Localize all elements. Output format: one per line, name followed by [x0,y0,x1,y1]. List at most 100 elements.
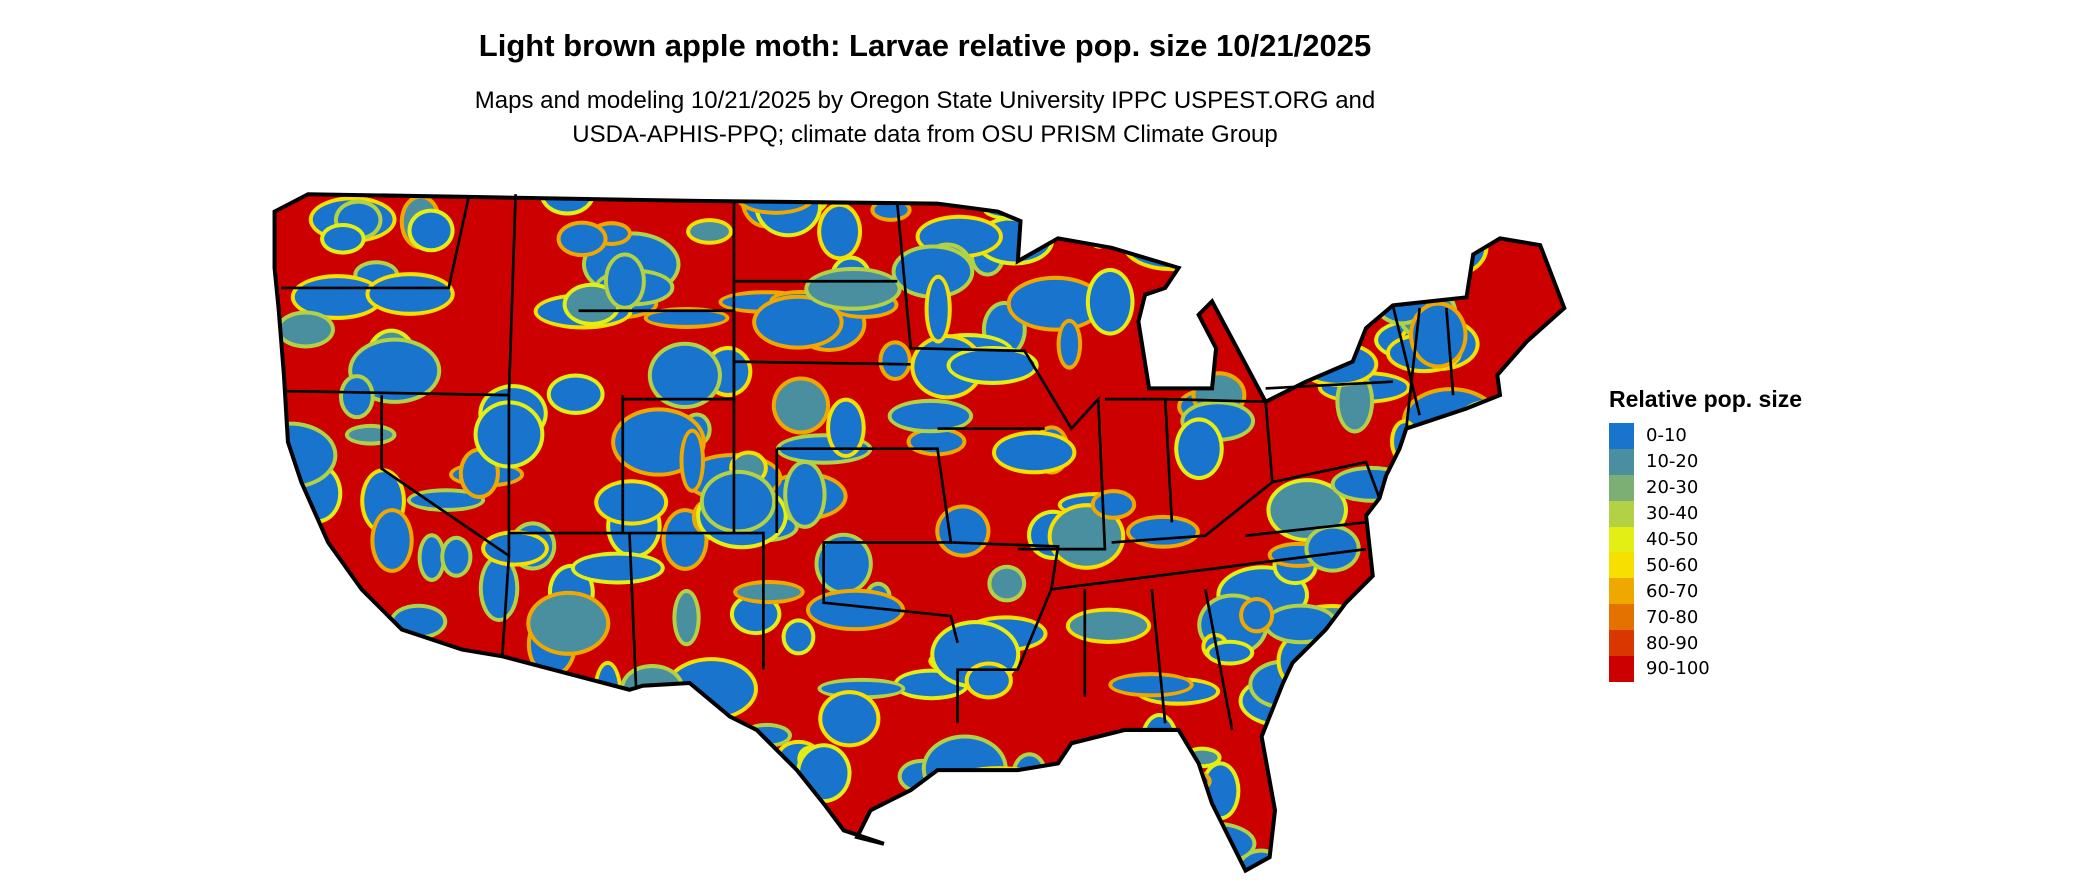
raster-patch [1456,817,1496,862]
legend-item: 80-90 [1609,630,1802,657]
raster-patch [1089,271,1131,332]
raster-patch [735,772,759,829]
raster-patch-edge [1436,583,1500,639]
raster-patch [1491,560,1517,602]
raster-patch [1508,615,1531,652]
raster-patch [354,816,418,871]
raster-patch [934,782,986,832]
raster-patch [1500,756,1525,786]
legend-swatch [1609,423,1634,449]
raster-patch [809,592,902,628]
raster-patch [1110,212,1139,247]
raster-patch [733,597,778,632]
raster-patch-edge [1031,215,1093,237]
raster-patch-edge [1268,833,1323,856]
raster-patch [1440,587,1496,635]
raster-patch-edge [618,821,706,871]
raster-patch [608,789,680,820]
raster-patch-edge [930,778,990,836]
border-plains [775,447,959,644]
raster-patch-edge [1106,208,1143,251]
raster-patch [607,256,642,306]
raster-patch-edge [1452,813,1500,866]
raster-patch [598,483,665,522]
raster-patch [440,710,459,766]
raster-patch-edge [345,756,441,780]
raster-patch [1326,795,1418,848]
subtitle-line-2: USDA-APHIS-PPQ; climate data from OSU PR… [572,121,1278,148]
raster-patch [968,665,1009,696]
raster-patch [928,278,948,340]
legend-item: 70-80 [1609,604,1802,631]
raster-patch-edge [274,785,355,846]
border-southeast [1051,547,1367,731]
raster-patch [485,534,545,563]
raster-patch [995,434,1073,471]
raster-patch [830,401,862,454]
raster-patch [1139,816,1193,854]
raster-patch [476,771,566,795]
raster-patch [622,825,702,871]
raster-patch [574,555,661,581]
map-title: Light brown apple moth: Larvae relative … [478,28,1372,63]
raster-patch [1461,792,1548,848]
raster-patch [369,276,451,312]
raster-patch-edge [1511,586,1539,626]
raster-patch [1135,819,1158,849]
legend-label: 0-10 [1646,425,1687,447]
raster-patch [278,674,350,708]
raster-patch [647,310,726,325]
raster-patch [348,427,393,442]
raster-patch-edge [1340,721,1432,763]
legend-swatch [1609,526,1634,553]
raster-patch [1481,726,1546,772]
legend-label: 80-90 [1646,632,1699,654]
raster-patch [1112,676,1190,694]
raster-patch-edge [274,558,327,588]
raster-patch-edge [566,725,664,754]
raster-patch [342,378,371,416]
legend-item: 20-30 [1609,474,1802,501]
raster-patch [1308,528,1357,569]
raster-patch [1446,196,1492,229]
raster-patch [1243,600,1271,630]
raster-patch [686,821,718,847]
raster-patch [1095,747,1131,775]
raster-patch [1344,725,1428,759]
raster-patch-edge [1477,722,1550,776]
raster-patch-edge [1340,688,1429,732]
raster-patch-edge [1481,542,1519,609]
raster-patch [274,562,323,584]
raster-patch-edge [1381,777,1454,838]
raster-patch-edge [472,767,570,799]
raster-patch [960,786,1024,808]
raster-patch [566,286,617,323]
raster-patch [1015,756,1044,795]
legend-label: 60-70 [1646,580,1699,602]
border-dakotas [732,200,911,534]
raster-patch [281,699,349,727]
raster-patch [818,536,869,591]
raster-patch-edge [1381,194,1408,235]
raster-patch [276,789,351,842]
raster-patch [1516,567,1543,608]
raster-patch-edge [1342,632,1372,663]
raster-patch [1090,219,1108,245]
raster-patch [1094,493,1133,516]
raster-patch [756,298,840,346]
raster-patch [357,809,415,830]
raster-patch-edge [1109,862,1199,871]
raster-patch-edge [1403,205,1447,255]
border-36th [508,531,765,670]
raster-patch-edge [1199,207,1241,230]
raster-patch [1413,305,1464,365]
raster-patch-edge [1279,856,1375,871]
raster-patch-edge [1476,587,1548,629]
raster-patch [882,344,908,377]
raster-patch [651,345,718,406]
raster-patch-edge [417,825,475,871]
raster-patch [1035,219,1089,233]
raster-patch [1515,590,1535,622]
raster-patch [808,270,898,307]
raster-patch [690,222,729,241]
